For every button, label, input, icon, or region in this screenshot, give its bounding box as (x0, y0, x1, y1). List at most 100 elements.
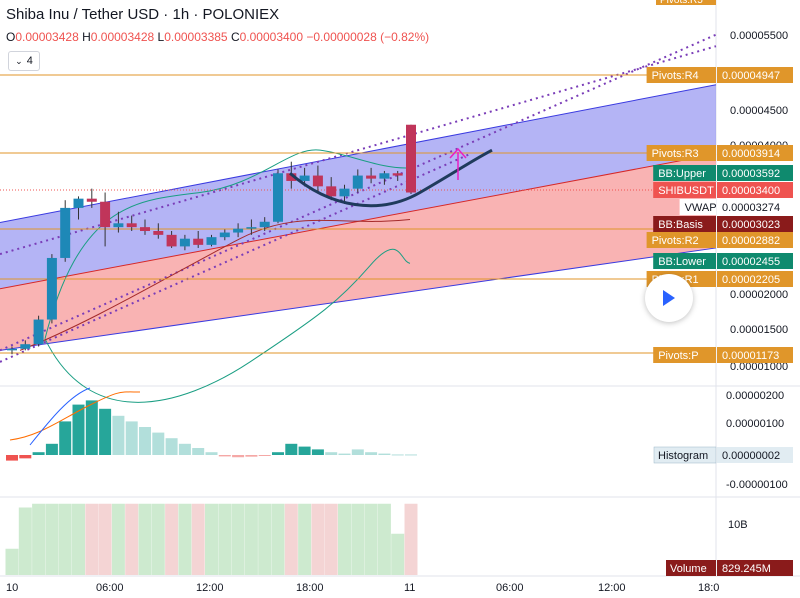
candle-body (113, 223, 124, 228)
price-label-name-box (653, 165, 716, 181)
price-label-value: 0.00001173 (722, 350, 779, 362)
price-label-name: BB:Lower (658, 256, 706, 268)
replay-button[interactable] (645, 274, 693, 322)
histogram-tick-label: 0.00000100 (726, 418, 784, 430)
volume-bar (231, 503, 245, 575)
histogram-label-name-box (653, 446, 717, 464)
volume-bar (298, 503, 312, 575)
price-label-name-box (679, 199, 716, 215)
candle-body (246, 227, 257, 229)
price-label-name: VWAP (685, 202, 717, 214)
bollinger-bands (19, 149, 411, 403)
symbol-title[interactable]: Shiba Inu / Tether USD · 1h · POLONIEX (6, 6, 280, 23)
price-tick-label: 0.00004500 (730, 105, 788, 117)
price-label-name: BB:Upper (658, 168, 706, 180)
volume-bar (351, 503, 365, 575)
close-value: 0.00003400 (239, 30, 304, 44)
price-label-value: 0.00003592 (722, 168, 780, 180)
price-label-name-box (646, 67, 716, 83)
bb-lower-line (44, 248, 411, 403)
histogram-bar (378, 453, 391, 455)
histogram-bar (391, 454, 404, 456)
candle-body (153, 231, 164, 235)
histogram-bar (72, 404, 85, 455)
candlesticks (7, 124, 416, 355)
price-label-value: 0.00004947 (722, 70, 780, 82)
volume-bar (364, 503, 378, 575)
histogram-bar (32, 452, 45, 455)
top-cut-label: Pivots:R5 (660, 0, 703, 6)
volume-bar (125, 503, 139, 575)
price-label-name: Pivots:P (658, 350, 698, 362)
candle-body (326, 186, 337, 197)
histogram-bar (125, 421, 138, 455)
volume-bar (324, 503, 338, 575)
histogram-bar (139, 427, 151, 455)
volume-bar (271, 503, 285, 575)
price-label-value-box (717, 182, 793, 198)
volume-bar (311, 503, 325, 575)
open-label: O (6, 30, 16, 44)
top-cut-label-box (656, 0, 716, 5)
channel-lower-fill (0, 154, 716, 351)
candle-body (86, 198, 97, 202)
volume-bar (32, 503, 46, 575)
time-tick-label: 06:00 (96, 582, 124, 594)
channel-lower-line (0, 247, 717, 351)
histogram-bar (351, 449, 364, 455)
volume-bar (18, 507, 32, 575)
price-label-value: 0.00002205 (722, 274, 780, 286)
candle-body (33, 319, 44, 345)
volume-label-name-box (666, 560, 716, 576)
price-label-name: Pivots:R2 (652, 235, 699, 247)
histogram-label-name: Histogram (658, 450, 708, 462)
price-label-pivots-r2: Pivots:R2 0.00002882 (646, 232, 793, 248)
histogram-bar (45, 443, 58, 455)
volume-bar (45, 503, 59, 575)
histogram-tick-label: -0.00000100 (726, 479, 788, 491)
candle-body (299, 175, 310, 181)
price-label-value-box (717, 199, 793, 215)
price-label-name: BB:Basis (658, 219, 703, 231)
volume-bar (284, 503, 298, 575)
time-axis[interactable]: 10 06:00 12:00 18:00 11 06:00 12:00 18:0 (6, 582, 719, 594)
candle-body (166, 234, 177, 247)
high-label: H (82, 30, 91, 44)
volume-bar (111, 503, 125, 575)
time-tick-label: 10 (6, 582, 18, 594)
volume-bar (404, 503, 418, 575)
volume-bar (72, 503, 85, 575)
indicators-toggle[interactable]: ⌄ 4 (8, 51, 40, 71)
price-label-name-box (653, 216, 716, 232)
histogram-bar (112, 415, 125, 455)
histogram-bar (258, 455, 271, 456)
candle-body (406, 124, 416, 193)
low-label: L (157, 30, 165, 44)
price-label-pivots-r4: Pivots:R4 0.00004947 (646, 67, 793, 83)
candle-body (379, 173, 390, 179)
change-value: −0.00000028 (−0.82%) (306, 30, 430, 44)
candle-body (233, 228, 244, 233)
price-label-value-box (717, 145, 793, 161)
price-label-bb-basis: BB:Basis 0.00003023 (653, 216, 793, 232)
time-tick-label: 12:00 (598, 582, 626, 594)
candle-body (273, 173, 283, 222)
indicator-count: 4 (26, 55, 33, 67)
high-value: 0.00003428 (90, 30, 155, 44)
play-icon (663, 290, 675, 306)
histogram-bar (6, 455, 18, 461)
price-label-value-box (717, 67, 793, 83)
histogram-label-value-box (717, 447, 793, 463)
price-label-value-box (717, 232, 793, 248)
macd-line (29, 387, 91, 446)
price-label-vwap: VWAP 0.00003274 (679, 199, 793, 215)
histogram-bar (165, 438, 178, 455)
candle-body (366, 175, 377, 179)
price-tick-label: 0.00001000 (730, 361, 788, 373)
candle-body (60, 207, 71, 258)
volume-tick-label: 10B (728, 519, 748, 531)
time-tick-label: 06:00 (496, 582, 524, 594)
histogram-bar (205, 452, 218, 455)
volume-bar (191, 503, 205, 575)
